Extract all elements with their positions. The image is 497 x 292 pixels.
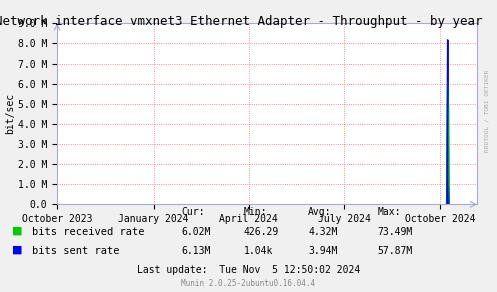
Text: Max:: Max: (378, 207, 401, 217)
Text: 73.49M: 73.49M (378, 227, 413, 237)
Text: 57.87M: 57.87M (378, 246, 413, 256)
Text: bits received rate: bits received rate (32, 227, 145, 237)
Text: 426.29: 426.29 (244, 227, 279, 237)
Text: RRDTOOL / TOBI OETIKER: RRDTOOL / TOBI OETIKER (485, 70, 490, 152)
Text: Network interface vmxnet3 Ethernet Adapter - Throughput - by year: Network interface vmxnet3 Ethernet Adapt… (0, 15, 482, 28)
Text: ■: ■ (12, 226, 23, 236)
Text: ■: ■ (12, 245, 23, 255)
Text: Min:: Min: (244, 207, 267, 217)
Text: 1.04k: 1.04k (244, 246, 273, 256)
Text: Last update:  Tue Nov  5 12:50:02 2024: Last update: Tue Nov 5 12:50:02 2024 (137, 265, 360, 275)
Text: Cur:: Cur: (181, 207, 205, 217)
Text: Avg:: Avg: (308, 207, 331, 217)
Text: 6.02M: 6.02M (181, 227, 211, 237)
Text: Munin 2.0.25-2ubuntu0.16.04.4: Munin 2.0.25-2ubuntu0.16.04.4 (181, 279, 316, 288)
Text: 3.94M: 3.94M (308, 246, 337, 256)
Text: bits sent rate: bits sent rate (32, 246, 120, 256)
Text: 6.13M: 6.13M (181, 246, 211, 256)
Y-axis label: bit/sec: bit/sec (5, 93, 15, 134)
Text: 4.32M: 4.32M (308, 227, 337, 237)
